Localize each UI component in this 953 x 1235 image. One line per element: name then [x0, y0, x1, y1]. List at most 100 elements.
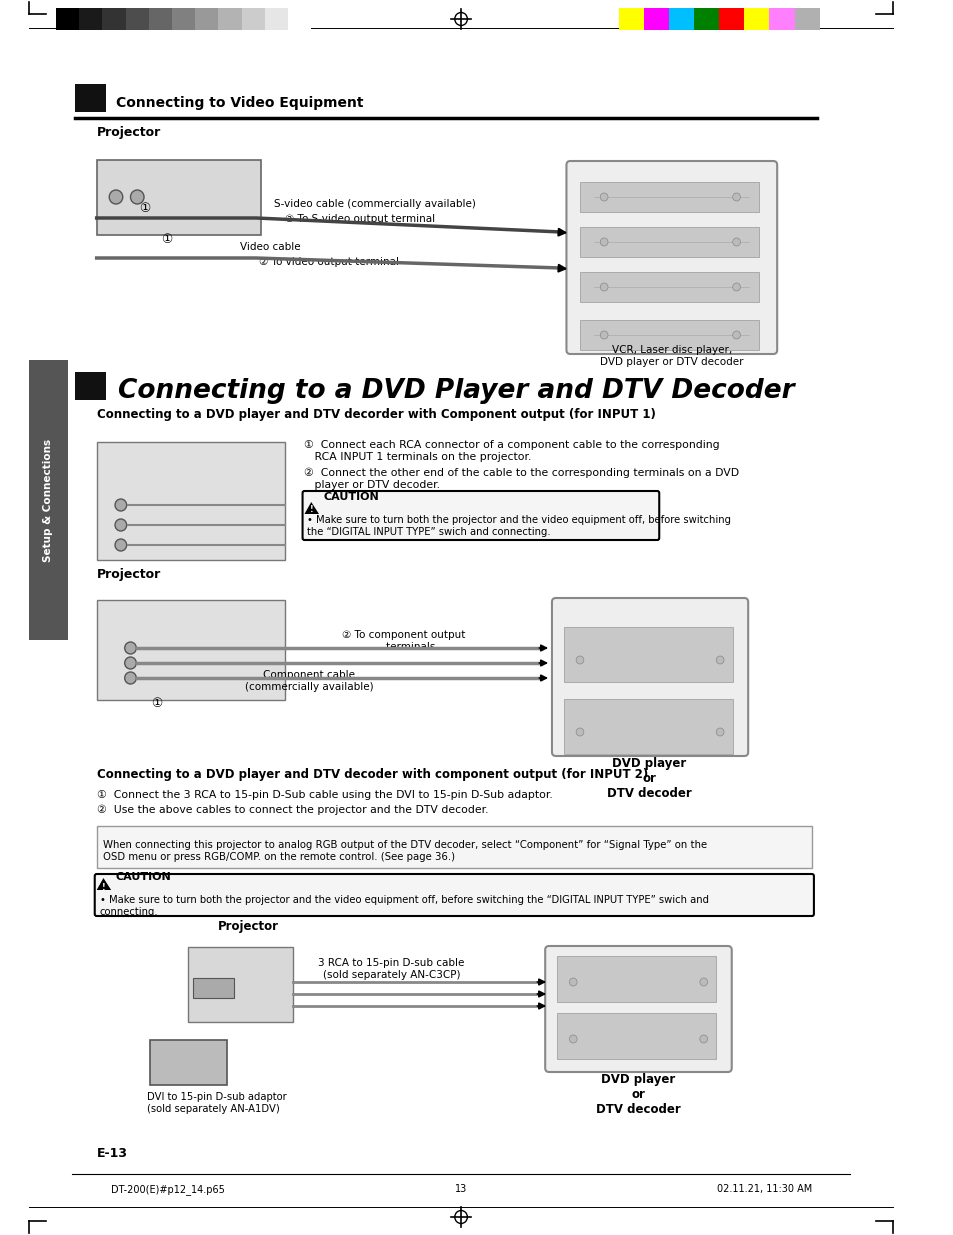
Text: DVD player
or
DTV decoder: DVD player or DTV decoder: [606, 757, 691, 800]
Text: When connecting this projector to analog RGB output of the DTV decoder, select “: When connecting this projector to analog…: [103, 840, 707, 862]
Text: ①  Connect each RCA connector of a component cable to the corresponding
   RCA I: ① Connect each RCA connector of a compon…: [304, 440, 720, 462]
Text: Connecting to a DVD player and DTV decoder with component output (for INPUT 2): Connecting to a DVD player and DTV decod…: [96, 768, 647, 781]
Text: 13: 13: [455, 1184, 467, 1194]
Circle shape: [109, 190, 123, 204]
Bar: [563, 699, 732, 755]
Text: CAUTION: CAUTION: [116, 872, 172, 882]
Bar: [719, 7, 743, 30]
Text: ①: ①: [160, 233, 172, 246]
Text: Projector: Projector: [96, 568, 161, 580]
Circle shape: [700, 978, 707, 986]
Circle shape: [115, 519, 127, 531]
Circle shape: [732, 283, 740, 291]
Text: CAUTION: CAUTION: [323, 492, 379, 501]
Polygon shape: [96, 878, 112, 890]
Text: • Make sure to turn both the projector and the video equipment off, before switc: • Make sure to turn both the projector a…: [307, 515, 731, 536]
Text: VCR, Laser disc player,
DVD player or DTV decoder: VCR, Laser disc player, DVD player or DT…: [599, 345, 742, 367]
Text: !: !: [309, 505, 313, 515]
Bar: [149, 7, 172, 30]
Bar: [75, 372, 106, 400]
Text: ② To component output
    terminals: ② To component output terminals: [342, 630, 465, 652]
Bar: [288, 7, 311, 30]
Circle shape: [599, 193, 607, 201]
Text: ①: ①: [139, 203, 151, 215]
Bar: [579, 272, 758, 303]
Bar: [126, 7, 149, 30]
Bar: [579, 182, 758, 212]
Bar: [557, 956, 716, 1002]
Bar: [96, 161, 261, 235]
Bar: [193, 978, 233, 998]
Bar: [579, 320, 758, 350]
Text: E-13: E-13: [96, 1147, 128, 1160]
Bar: [172, 7, 195, 30]
Bar: [218, 7, 241, 30]
Bar: [102, 7, 126, 30]
Text: ①: ①: [151, 697, 162, 710]
Circle shape: [732, 238, 740, 246]
Circle shape: [599, 238, 607, 246]
Text: DVD player
or
DTV decoder: DVD player or DTV decoder: [595, 1073, 679, 1116]
Circle shape: [599, 283, 607, 291]
Text: ①  Connect the 3 RCA to 15-pin D-Sub cable using the DVI to 15-pin D-Sub adaptor: ① Connect the 3 RCA to 15-pin D-Sub cabl…: [96, 790, 552, 800]
FancyBboxPatch shape: [566, 161, 777, 354]
FancyBboxPatch shape: [94, 874, 813, 916]
Bar: [189, 947, 293, 1023]
Circle shape: [125, 672, 136, 684]
Circle shape: [569, 978, 577, 986]
Circle shape: [732, 331, 740, 338]
Circle shape: [599, 331, 607, 338]
Bar: [579, 227, 758, 257]
Bar: [668, 7, 694, 30]
Circle shape: [569, 1035, 577, 1044]
Circle shape: [716, 727, 723, 736]
Bar: [56, 7, 79, 30]
Text: Connecting to a DVD player and DTV decorder with Component output (for INPUT 1): Connecting to a DVD player and DTV decor…: [96, 408, 655, 421]
Bar: [643, 7, 668, 30]
Bar: [195, 7, 218, 30]
Bar: [96, 442, 285, 559]
Circle shape: [732, 193, 740, 201]
Bar: [96, 826, 811, 868]
Text: Projector: Projector: [96, 126, 161, 140]
Bar: [563, 627, 732, 682]
Text: ②  Connect the other end of the cable to the corresponding terminals on a DVD
  : ② Connect the other end of the cable to …: [304, 468, 739, 490]
Circle shape: [716, 656, 723, 664]
Circle shape: [576, 727, 583, 736]
Circle shape: [131, 190, 144, 204]
Text: 3 RCA to 15-pin D-sub cable
(sold separately AN-C3CP): 3 RCA to 15-pin D-sub cable (sold separa…: [318, 958, 464, 979]
Polygon shape: [304, 501, 318, 514]
Text: Projector: Projector: [217, 920, 278, 932]
Circle shape: [576, 656, 583, 664]
Text: Connecting to a DVD Player and DTV Decoder: Connecting to a DVD Player and DTV Decod…: [118, 378, 794, 404]
Text: Connecting to Video Equipment: Connecting to Video Equipment: [116, 96, 363, 110]
Bar: [618, 7, 643, 30]
FancyBboxPatch shape: [544, 946, 731, 1072]
Bar: [96, 600, 285, 700]
Circle shape: [125, 657, 136, 669]
Bar: [557, 1013, 716, 1058]
Text: DVI to 15-pin D-sub adaptor
(sold separately AN-A1DV): DVI to 15-pin D-sub adaptor (sold separa…: [147, 1092, 287, 1114]
Bar: [743, 7, 769, 30]
Text: !: !: [102, 883, 105, 892]
Text: S-video cable (commercially available): S-video cable (commercially available): [274, 199, 475, 209]
Bar: [265, 7, 288, 30]
Bar: [150, 1040, 227, 1086]
Text: • Make sure to turn both the projector and the video equipment off, before switc: • Make sure to turn both the projector a…: [99, 895, 708, 916]
Text: Component cable
(commercially available): Component cable (commercially available): [245, 671, 374, 692]
Text: ②  Use the above cables to connect the projector and the DTV decoder.: ② Use the above cables to connect the pr…: [96, 805, 488, 815]
Circle shape: [115, 499, 127, 511]
Text: ② To S-video output terminal: ② To S-video output terminal: [285, 214, 435, 224]
FancyBboxPatch shape: [302, 492, 659, 540]
Bar: [694, 7, 719, 30]
Circle shape: [700, 1035, 707, 1044]
Bar: [79, 7, 102, 30]
Text: Setup & Connections: Setup & Connections: [43, 438, 53, 562]
FancyBboxPatch shape: [552, 598, 747, 756]
Text: DT-200(E)#p12_14.p65: DT-200(E)#p12_14.p65: [112, 1184, 225, 1195]
Circle shape: [115, 538, 127, 551]
Bar: [241, 7, 265, 30]
Circle shape: [125, 642, 136, 655]
Bar: [29, 359, 68, 640]
Text: 02.11.21, 11:30 AM: 02.11.21, 11:30 AM: [716, 1184, 811, 1194]
